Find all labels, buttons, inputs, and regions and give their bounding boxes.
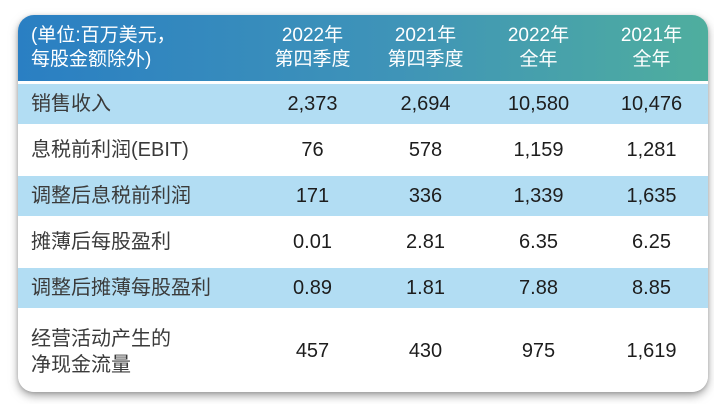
financial-summary-table-card: (单位:百万美元， 每股金额除外) 2022年 第四季度 2021年 第四季度 … (18, 15, 708, 392)
unit-note-line1: (单位:百万美元， (31, 25, 176, 46)
column-header-line: 2022年 (281, 25, 344, 46)
column-header-line: 全年 (519, 49, 558, 70)
row-value: 10,580 (507, 92, 570, 115)
table-row-diluted-eps: 摊薄后每股盈利 0.01 2.81 6.35 6.25 (18, 219, 708, 265)
row-label: 调整后摊薄每股盈利 (31, 277, 211, 299)
column-header-line: 第四季度 (274, 49, 351, 70)
row-label: 经营活动产生的 净现金流量 (18, 326, 256, 378)
row-label: 调整后息税前利润 (31, 185, 191, 207)
table-row-adjusted-ebit: 调整后息税前利润 171 336 1,339 1,635 (18, 173, 708, 219)
unit-note: (单位:百万美元， 每股金额除外) (18, 24, 256, 72)
table-row-operating-cash-flow: 经营活动产生的 净现金流量 457 430 975 1,619 (18, 311, 708, 392)
table-row-ebit: 息税前利润(EBIT) 76 578 1,159 1,281 (18, 127, 708, 173)
row-label-line2: 净现金流量 (31, 353, 131, 376)
row-label: 息税前利润(EBIT) (31, 139, 189, 161)
column-header-q4-2021: 2021年 第四季度 (369, 24, 482, 72)
row-value: 1,635 (626, 184, 677, 207)
row-value: 1,619 (626, 340, 677, 362)
row-value: 975 (521, 340, 556, 362)
table-row-adjusted-diluted-eps: 调整后摊薄每股盈利 0.89 1.81 7.88 8.85 (18, 265, 708, 311)
column-header-fy-2021: 2021年 全年 (595, 24, 708, 72)
unit-note-line2: 每股金额除外) (31, 49, 152, 70)
row-value: 0.01 (293, 230, 332, 253)
table-body: 销售收入 2,373 2,694 10,580 10,476 息税前利润(EBI… (18, 81, 708, 392)
row-label-line1: 经营活动产生的 (31, 327, 171, 350)
column-header-line: 第四季度 (387, 49, 464, 70)
row-value: 578 (408, 138, 443, 161)
row-value: 171 (295, 184, 330, 207)
row-value: 76 (301, 138, 324, 161)
row-value: 1,159 (513, 138, 564, 161)
column-header-line: 2021年 (620, 25, 683, 46)
row-value: 6.35 (519, 230, 558, 253)
row-value: 0.89 (293, 276, 332, 299)
row-value: 336 (408, 184, 443, 207)
row-value: 2,694 (400, 92, 451, 115)
row-value: 1,339 (513, 184, 564, 207)
row-label: 摊薄后每股盈利 (31, 231, 171, 253)
column-header-fy-2022: 2022年 全年 (482, 24, 595, 72)
row-value: 2.81 (406, 230, 445, 253)
row-value: 6.25 (632, 230, 671, 253)
row-value: 1,281 (626, 138, 677, 161)
row-value: 7.88 (519, 276, 558, 299)
row-value: 2,373 (287, 92, 338, 115)
column-header-q4-2022: 2022年 第四季度 (256, 24, 369, 72)
column-header-line: 全年 (632, 49, 671, 70)
row-value: 8.85 (632, 276, 671, 299)
column-header-line: 2022年 (507, 25, 570, 46)
row-value: 1.81 (406, 276, 445, 299)
row-value: 430 (408, 340, 443, 362)
table-row-sales-revenue: 销售收入 2,373 2,694 10,580 10,476 (18, 81, 708, 127)
column-header-line: 2021年 (394, 25, 457, 46)
row-value: 457 (295, 340, 330, 362)
row-label: 销售收入 (31, 93, 111, 115)
table-header-row: (单位:百万美元， 每股金额除外) 2022年 第四季度 2021年 第四季度 … (18, 15, 708, 81)
row-value: 10,476 (620, 92, 683, 115)
